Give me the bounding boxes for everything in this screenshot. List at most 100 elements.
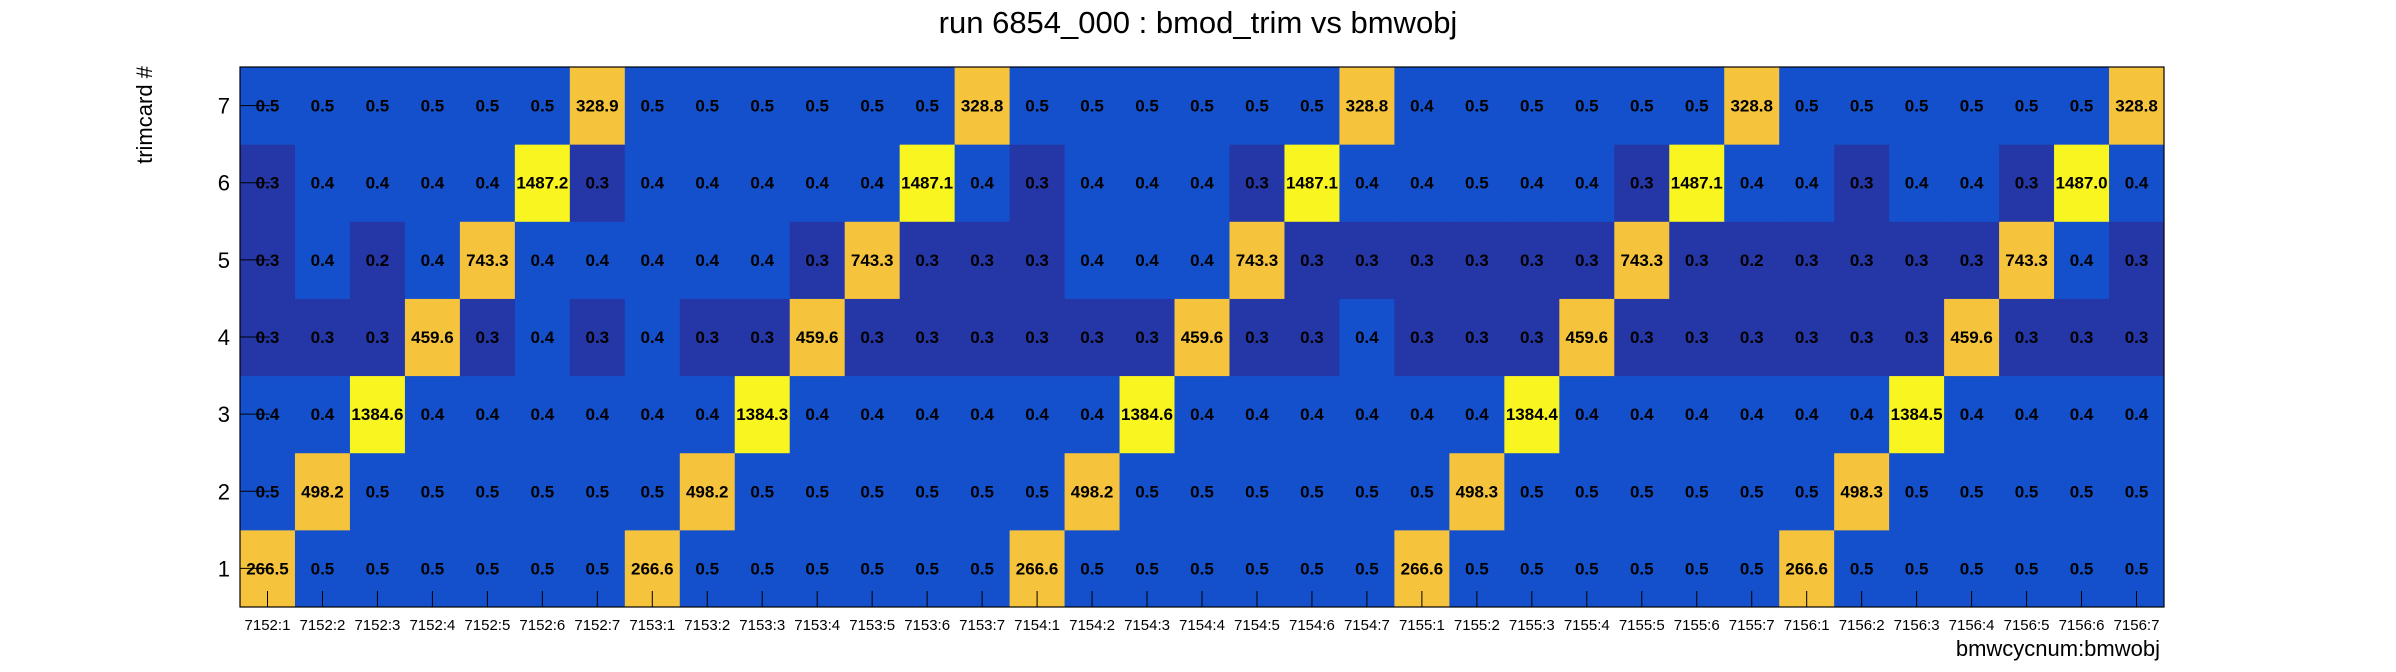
cell-value-label: 1487.1 — [901, 174, 953, 193]
heatmap-cell — [1614, 298, 1670, 377]
y-axis-title: trimcard # — [132, 65, 157, 164]
heatmap-cell — [1944, 375, 2000, 454]
heatmap-cell — [1559, 298, 1615, 377]
cell-value-label: 1384.5 — [1891, 405, 1943, 424]
y-tick-label: 1 — [218, 556, 230, 581]
cell-value-label: 0.4 — [1245, 405, 1269, 424]
cell-value-label: 0.4 — [421, 251, 445, 270]
cell-value-label: 0.5 — [2125, 482, 2149, 501]
heatmap-cell — [1009, 221, 1066, 299]
x-tick-label: 7153:3 — [739, 617, 785, 634]
heatmap-cell — [954, 221, 1011, 299]
cell-value-label: 0.5 — [805, 559, 829, 578]
heatmap-cell — [404, 67, 461, 145]
y-tick-label: 7 — [218, 94, 230, 119]
x-tick-label: 7153:1 — [629, 617, 675, 634]
cell-value-label: 0.4 — [695, 174, 719, 193]
cell-value-label: 0.5 — [366, 97, 390, 116]
x-tick-label: 7154:4 — [1179, 617, 1225, 634]
cell-value-label: 0.5 — [1465, 174, 1489, 193]
cell-value-label: 0.3 — [1630, 328, 1654, 347]
cell-value-label: 0.4 — [1080, 174, 1104, 193]
cell-value-label: 0.4 — [1410, 174, 1434, 193]
heatmap-cell — [1449, 221, 1505, 299]
cell-value-label: 0.5 — [860, 559, 884, 578]
cell-value-label: 0.5 — [915, 559, 939, 578]
cell-value-label: 0.5 — [695, 97, 719, 116]
heatmap-cell — [1669, 67, 1725, 145]
x-tick-label: 7156:2 — [1839, 617, 1885, 634]
heatmap-cell — [899, 221, 956, 299]
cell-value-label: 0.5 — [2070, 559, 2094, 578]
heatmap-cell — [1944, 67, 2000, 145]
heatmap-cell — [624, 221, 681, 299]
heatmap-cell — [459, 452, 516, 531]
heatmap-cell — [844, 67, 901, 145]
cell-value-label: 498.3 — [1456, 482, 1499, 501]
heatmap-cell — [734, 298, 791, 377]
cell-value-label: 459.6 — [411, 328, 454, 347]
heatmap-cell — [1559, 452, 1615, 531]
cell-value-label: 0.5 — [421, 482, 445, 501]
heatmap-cell — [1779, 298, 1835, 377]
heatmap-cell — [1834, 221, 1890, 299]
cell-value-label: 0.3 — [1355, 251, 1379, 270]
cell-value-label: 0.4 — [1190, 405, 1214, 424]
heatmap-cell — [514, 298, 571, 377]
cell-value-label: 459.6 — [1950, 328, 1993, 347]
x-tick-label: 7154:1 — [1014, 617, 1060, 634]
heatmap-cell — [734, 452, 791, 531]
x-tick-label: 7153:4 — [794, 617, 840, 634]
cell-value-label: 0.3 — [1245, 174, 1269, 193]
x-tick-label: 7152:5 — [464, 617, 510, 634]
cell-value-label: 0.4 — [311, 405, 335, 424]
heatmap-cell — [789, 144, 846, 222]
heatmap-cell — [1999, 452, 2055, 531]
heatmap-cell — [1834, 67, 1890, 145]
heatmap-cell — [624, 452, 681, 531]
cell-value-label: 0.4 — [531, 405, 555, 424]
heatmap-cell — [1889, 452, 1945, 531]
x-tick-label: 7154:3 — [1124, 617, 1170, 634]
heatmap-cell — [294, 67, 351, 145]
cell-value-label: 0.3 — [1520, 251, 1544, 270]
heatmap-cell — [1394, 375, 1450, 454]
cell-value-label: 0.4 — [421, 174, 445, 193]
x-tick-label: 7152:4 — [409, 617, 455, 634]
cell-value-label: 0.5 — [1905, 482, 1929, 501]
heatmap-cell — [349, 221, 406, 299]
cell-value-label: 0.3 — [2015, 328, 2039, 347]
y-tick-label: 5 — [218, 248, 230, 273]
heatmap-cell — [1559, 144, 1615, 222]
cell-value-label: 0.5 — [970, 482, 994, 501]
heatmap-cell — [1339, 144, 1395, 222]
cell-value-label: 0.5 — [1685, 559, 1709, 578]
heatmap-cell — [1559, 221, 1615, 299]
heatmap-cell — [1009, 452, 1066, 531]
cell-value-label: 0.5 — [1355, 482, 1379, 501]
heatmap-cell — [1504, 221, 1560, 299]
heatmap-cell — [1009, 298, 1066, 377]
cell-value-label: 0.3 — [2125, 328, 2149, 347]
cell-value-label: 0.3 — [585, 328, 609, 347]
cell-value-label: 0.5 — [640, 97, 664, 116]
cell-value-label: 0.3 — [1685, 328, 1709, 347]
cell-value-label: 0.5 — [1300, 97, 1324, 116]
cell-value-label: 0.4 — [640, 174, 664, 193]
heatmap-cell — [1009, 67, 1066, 145]
y-tick-label: 4 — [218, 325, 230, 350]
cell-value-label: 0.3 — [476, 328, 500, 347]
cell-value-label: 0.5 — [2015, 559, 2039, 578]
cell-value-label: 0.5 — [970, 559, 994, 578]
heatmap-cell — [734, 375, 791, 454]
cell-value-label: 0.3 — [1850, 251, 1874, 270]
heatmap-cell — [1614, 67, 1670, 145]
heatmap-cell — [1504, 67, 1560, 145]
heatmap-cell — [1559, 375, 1615, 454]
cell-value-label: 0.5 — [1355, 559, 1379, 578]
heatmap-cell — [294, 452, 351, 531]
heatmap-cell — [1119, 298, 1176, 377]
heatmap-cell — [1229, 221, 1285, 299]
cell-value-label: 0.3 — [970, 328, 994, 347]
cell-value-label: 0.5 — [1080, 559, 1104, 578]
